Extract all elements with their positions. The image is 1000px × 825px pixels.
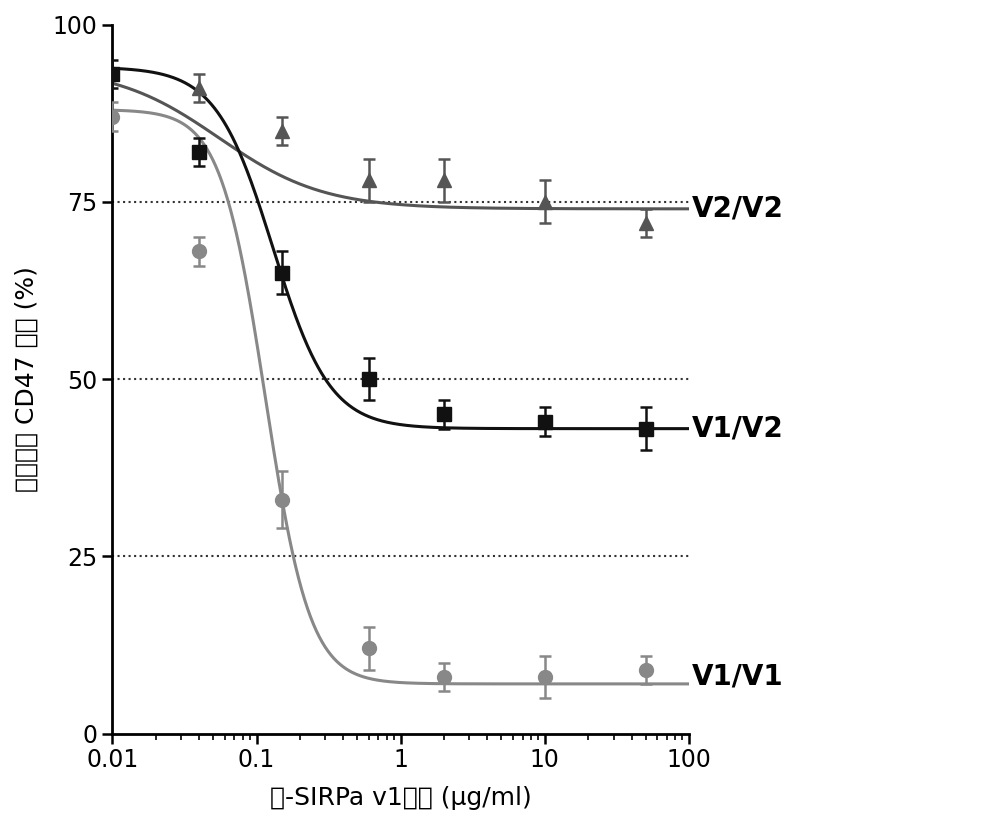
Text: V2/V2: V2/V2 — [692, 195, 784, 223]
Y-axis label: 归一化的 CD47 结合 (%): 归一化的 CD47 结合 (%) — [15, 266, 39, 492]
Text: V1/V2: V1/V2 — [692, 415, 784, 443]
Text: V1/V1: V1/V1 — [692, 662, 784, 691]
X-axis label: 抗-SIRPa v1抗体 (μg/ml): 抗-SIRPa v1抗体 (μg/ml) — [270, 786, 532, 810]
